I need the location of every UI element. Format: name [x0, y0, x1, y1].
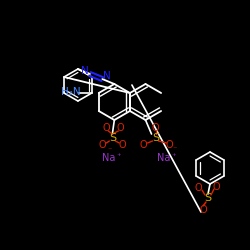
Text: Na: Na [102, 153, 115, 163]
Text: O: O [118, 140, 126, 150]
Text: N: N [81, 66, 89, 76]
Text: N: N [104, 71, 111, 81]
Text: ⁺: ⁺ [171, 152, 176, 160]
Text: O: O [212, 182, 220, 192]
Text: O: O [116, 123, 124, 133]
Text: ⁻: ⁻ [107, 146, 112, 154]
Text: O: O [102, 123, 110, 133]
Text: H₂N: H₂N [61, 87, 80, 97]
Text: O: O [98, 140, 106, 150]
Text: O: O [199, 205, 207, 215]
Text: O: O [194, 183, 202, 193]
Text: ⁺: ⁺ [116, 152, 120, 160]
Text: S: S [109, 133, 116, 143]
Text: S: S [204, 193, 212, 203]
Text: Na: Na [157, 153, 170, 163]
Text: O: O [140, 140, 147, 150]
Text: S: S [152, 133, 159, 143]
Text: ⁻: ⁻ [172, 144, 177, 154]
Text: O: O [166, 140, 173, 150]
Text: O: O [152, 123, 159, 133]
